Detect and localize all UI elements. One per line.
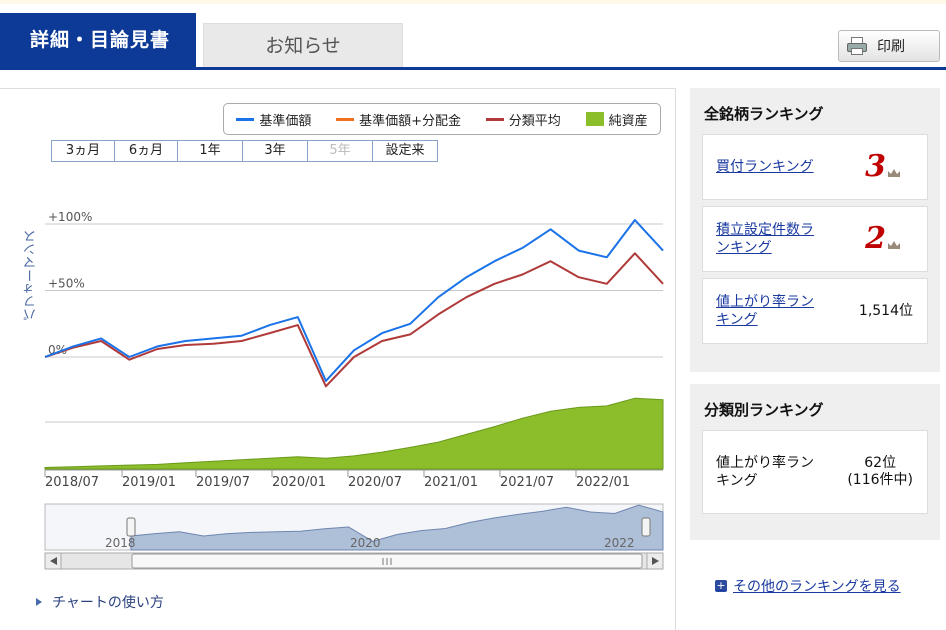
legend-swatch	[485, 117, 504, 121]
tab-underline	[0, 67, 946, 70]
legend-swatch	[585, 112, 604, 126]
rank-number: 2	[865, 221, 886, 256]
category-ranking-panel: 分類別ランキング 値上がり率ランキング 62位 (116件中)	[690, 384, 940, 540]
printer-icon	[847, 37, 867, 55]
range-button-3m[interactable]: 3ヵ月	[51, 140, 115, 162]
navigator-label: 2018	[105, 536, 136, 550]
legend-swatch	[236, 117, 255, 121]
ranking-card-purchase: 買付ランキング 3	[702, 134, 928, 200]
range-button-6m[interactable]: 6ヵ月	[114, 140, 178, 162]
rank-badge: 3	[865, 152, 901, 182]
rank-number: 3	[865, 149, 886, 184]
chart-howto-link[interactable]: チャートの使い方	[36, 592, 164, 612]
x-tick-label: 2020/01	[272, 475, 326, 490]
plus-icon: +	[715, 579, 727, 592]
category-ranking-label: 値上がり率ランキング	[716, 455, 814, 489]
more-rankings-label: その他のランキングを見る	[733, 579, 901, 595]
category-rank-value: 62位 (116件中)	[847, 455, 913, 488]
purchase-ranking-link[interactable]: 買付ランキング	[716, 159, 814, 175]
crown-icon	[888, 169, 900, 177]
tab-detail[interactable]: 詳細・目論見書	[0, 13, 196, 68]
all-fund-ranking-title: 全銘柄ランキング	[704, 105, 824, 123]
category-ranking-title: 分類別ランキング	[704, 401, 824, 419]
y-tick-label: +50%	[48, 277, 85, 291]
range-button-since-inception[interactable]: 設定来	[372, 140, 438, 162]
chart-legend: 基準価額 基準価額+分配金 分類平均 純資産	[223, 103, 661, 135]
legend-item-nav-dividend[interactable]: 基準価額+分配金	[336, 110, 461, 129]
series-line	[44, 252, 664, 388]
x-tick-label: 2019/01	[122, 475, 176, 490]
installment-ranking-link[interactable]: 積立設定件数ランキング	[716, 222, 814, 256]
ranking-card-category-price-rise: 値上がり率ランキング 62位 (116件中)	[702, 430, 928, 514]
navigator-label: 2022	[604, 536, 635, 550]
performance-chart[interactable]: +100%+50%0%2018/07 2019/01 2019/07 2020/01 2…	[0, 160, 676, 580]
range-button-1y[interactable]: 1年	[177, 140, 243, 162]
navigator-handle-right	[641, 517, 651, 537]
legend-item-category-avg[interactable]: 分類平均	[485, 110, 561, 129]
price-rise-ranking-link[interactable]: 値上がり率ランキング	[716, 294, 814, 328]
legend-label: 純資産	[608, 113, 648, 129]
legend-swatch	[336, 117, 355, 121]
print-button[interactable]: 印刷	[838, 30, 940, 62]
print-button-label: 印刷	[877, 39, 905, 55]
legend-label: 基準価額	[259, 113, 312, 129]
series-line	[44, 219, 664, 382]
legend-item-nav[interactable]: 基準価額	[236, 110, 311, 129]
arrow-left-icon	[50, 557, 57, 565]
tab-news[interactable]: お知らせ	[203, 23, 403, 68]
top-strip	[0, 0, 946, 4]
navigator-area	[130, 504, 664, 551]
all-fund-ranking-panel: 全銘柄ランキング 買付ランキング 3 積立設定件数ランキング 2 値上がり率ラン…	[690, 88, 940, 372]
more-rankings-link[interactable]: + その他のランキングを見る	[715, 576, 901, 596]
chart-howto-label: チャートの使い方	[52, 595, 164, 611]
crown-icon	[888, 241, 900, 249]
y-tick-label: +100%	[48, 210, 92, 224]
x-tick-label: 2021/01	[424, 475, 478, 490]
range-button-3y[interactable]: 3年	[242, 140, 308, 162]
x-tick-label: 2021/07	[500, 475, 554, 490]
rank-value: 1,514位	[858, 302, 913, 319]
chart-panel	[0, 88, 676, 630]
x-tick-label: 2020/07	[348, 475, 402, 490]
range-button-5y: 5年	[307, 140, 373, 162]
range-selector: 3ヵ月 6ヵ月 1年 3年 5年 設定来	[51, 140, 438, 162]
ranking-card-installment: 積立設定件数ランキング 2	[702, 206, 928, 272]
arrow-right-icon	[652, 557, 659, 565]
net-assets-area	[44, 397, 664, 470]
x-tick-label: 2022/01	[576, 475, 630, 490]
x-tick-label: 2018/07	[45, 475, 99, 490]
ranking-card-price-rise: 値上がり率ランキング 1,514位	[702, 278, 928, 344]
x-tick-label: 2019/07	[196, 475, 250, 490]
navigator-handle-left	[126, 517, 136, 537]
navigator-label: 2020	[350, 536, 381, 550]
legend-item-net-assets[interactable]: 純資産	[585, 110, 648, 129]
triangle-right-icon	[36, 598, 42, 606]
legend-label: 分類平均	[508, 113, 561, 129]
rank-badge: 2	[865, 224, 901, 254]
legend-label: 基準価額+分配金	[359, 113, 462, 129]
